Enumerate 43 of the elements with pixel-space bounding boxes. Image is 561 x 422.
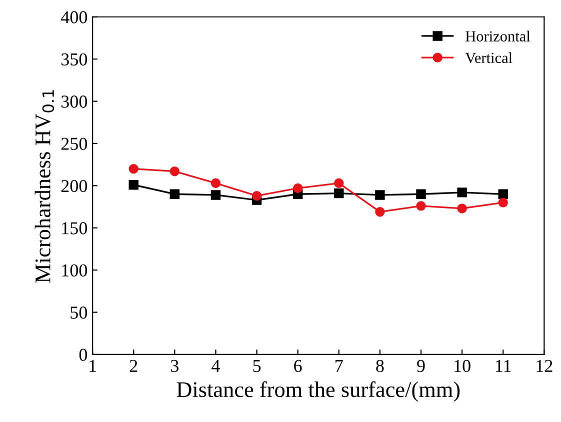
point [292, 183, 303, 194]
y-axis-title: Microhardness HV$_{0.1}$ [34, 90, 54, 283]
point [170, 189, 180, 199]
point [128, 164, 138, 174]
x-tick-label: 2 [130, 360, 138, 372]
y-tick-label: 100 [62, 264, 88, 277]
y-tick-label: 0 [79, 348, 88, 361]
point [457, 188, 467, 198]
y-tick-label: 250 [61, 138, 88, 150]
point [210, 178, 221, 188]
legend-label: Horizontal [466, 30, 530, 42]
point [334, 188, 344, 198]
x-tick-label: 11 [496, 360, 511, 372]
legend-label: Vertical [465, 52, 512, 64]
point [210, 190, 221, 200]
point [252, 190, 262, 201]
x-tick-label: 4 [212, 360, 220, 372]
x-tick-label: 3 [171, 360, 178, 372]
x-tick-label: 9 [417, 360, 425, 372]
point [498, 198, 508, 208]
point [375, 190, 385, 200]
point [170, 166, 180, 176]
x-tick-label: 5 [253, 360, 261, 372]
point [416, 201, 426, 211]
x-tick-label: 8 [376, 360, 384, 372]
x-tick-label: 10 [454, 360, 470, 372]
point [498, 189, 508, 199]
point [375, 206, 385, 217]
y-tick-label: 350 [61, 53, 88, 66]
y-tick-label: 300 [61, 96, 88, 108]
x-axis-title: Distance from the surface/(mm) [176, 381, 460, 402]
point [416, 189, 426, 199]
y-tick-label: 150 [62, 222, 88, 234]
point [334, 178, 344, 188]
y-tick-label: 200 [61, 180, 88, 192]
x-tick-label: 12 [536, 360, 552, 372]
point [128, 180, 138, 190]
x-tick-label: 1 [90, 360, 96, 372]
x-tick-label: 6 [294, 360, 302, 372]
x-tick-label: 7 [336, 360, 343, 372]
point [457, 204, 467, 214]
y-tick-label: 400 [60, 11, 88, 24]
y-tick-label: 50 [70, 306, 88, 319]
